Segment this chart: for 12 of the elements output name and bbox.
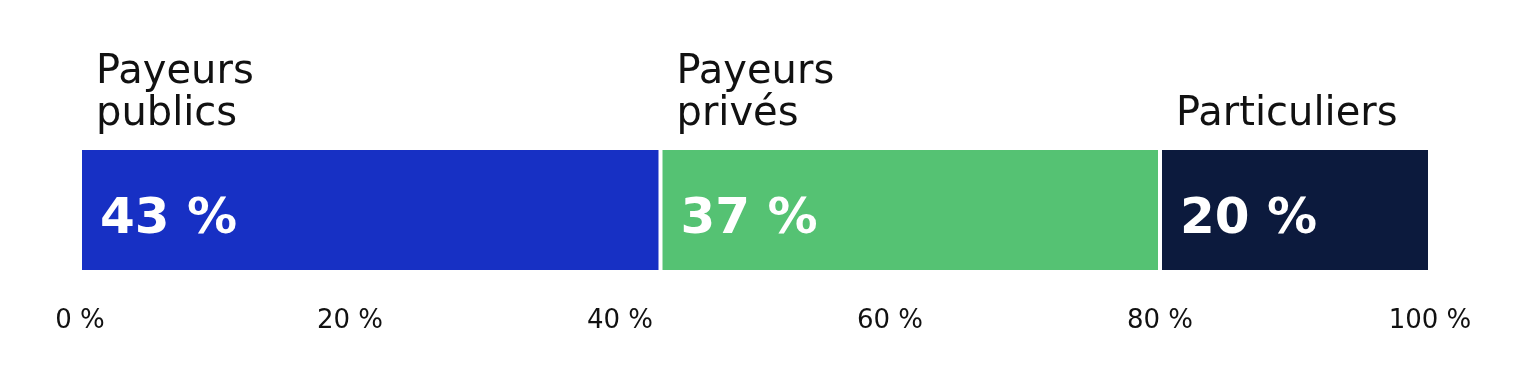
data-label: 37 % <box>680 187 818 245</box>
x-tick-label: 80 % <box>1126 304 1194 334</box>
x-tick-label: 100 % <box>1388 304 1472 334</box>
x-tick-label: 40 % <box>586 304 654 334</box>
x-tick-label: 0 % <box>55 304 105 334</box>
series-label: Payeurs privés <box>676 46 835 134</box>
series-label: Payeurs publics <box>96 46 254 134</box>
data-label: 20 % <box>1180 187 1318 245</box>
series-label: Particuliers <box>1176 88 1398 134</box>
x-tick-label: 60 % <box>856 304 924 334</box>
data-label: 43 % <box>100 187 238 245</box>
x-tick-label: 20 % <box>316 304 384 334</box>
